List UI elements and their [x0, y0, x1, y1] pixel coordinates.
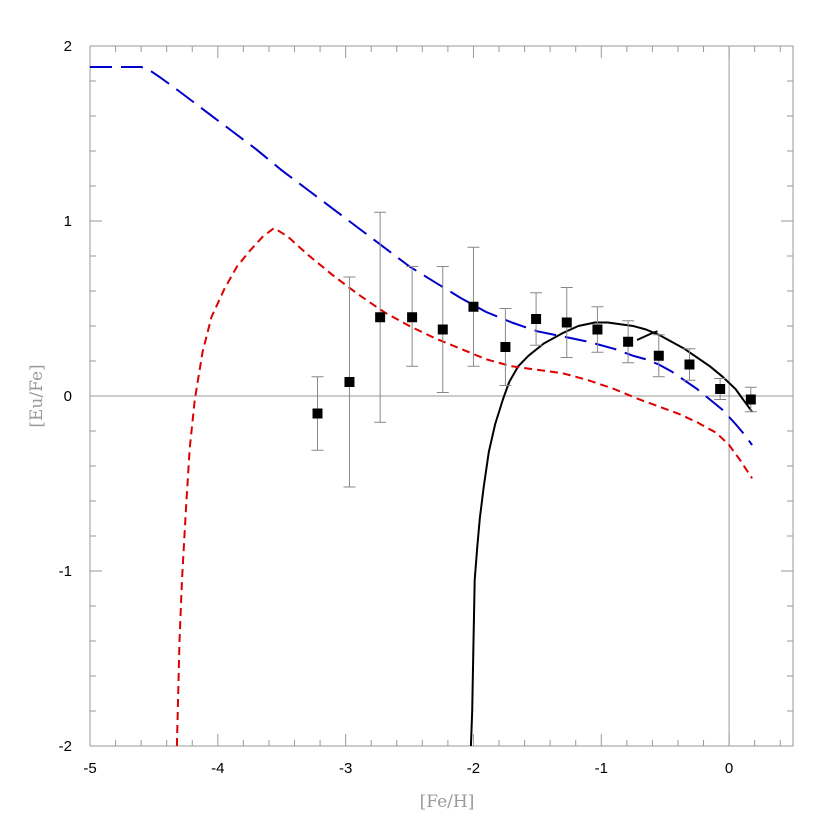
data-point — [407, 312, 418, 323]
x-tick-label: 0 — [725, 760, 733, 777]
axis-ticks — [89, 45, 793, 747]
x-tick-label: -1 — [595, 760, 608, 777]
series-line-long_dash-2 — [90, 66, 753, 446]
x-tick-label: -5 — [83, 760, 96, 777]
data-point — [592, 324, 603, 335]
data-point — [715, 384, 726, 394]
data-point — [500, 342, 511, 352]
x-axis-label: [Fe/H] — [420, 792, 475, 812]
reference-lines — [90, 46, 793, 746]
y-tick-label: -2 — [59, 738, 72, 755]
x-tick-label: -2 — [467, 760, 480, 777]
data-points — [312, 301, 756, 419]
y-tick-label: 2 — [64, 38, 72, 55]
data-point — [653, 350, 664, 361]
data-point — [623, 336, 634, 347]
x-tick-label: -4 — [211, 760, 224, 777]
y-tick-label: 0 — [64, 388, 72, 405]
tick-labels: -5 -4 -3 -2 -1 0 -2 -1 0 1 2 — [59, 38, 734, 777]
model-curves — [90, 66, 753, 747]
data-point — [684, 359, 695, 370]
series-line-solid-1 — [636, 330, 658, 341]
data-point — [375, 312, 386, 323]
series-line-solid-0 — [469, 321, 753, 747]
data-point — [312, 408, 323, 419]
data-point — [437, 324, 448, 335]
data-point — [344, 377, 355, 387]
error-bars — [311, 211, 757, 488]
x-tick-label: -3 — [339, 760, 352, 777]
series-line-short_dash-3 — [175, 227, 753, 747]
y-tick-label: 1 — [64, 213, 72, 230]
y-axis-label: [Eu/Fe] — [27, 364, 47, 427]
data-point — [468, 301, 479, 312]
y-tick-label: -1 — [59, 563, 72, 580]
data-point — [531, 314, 542, 324]
data-point — [561, 317, 572, 328]
data-point — [745, 394, 756, 405]
